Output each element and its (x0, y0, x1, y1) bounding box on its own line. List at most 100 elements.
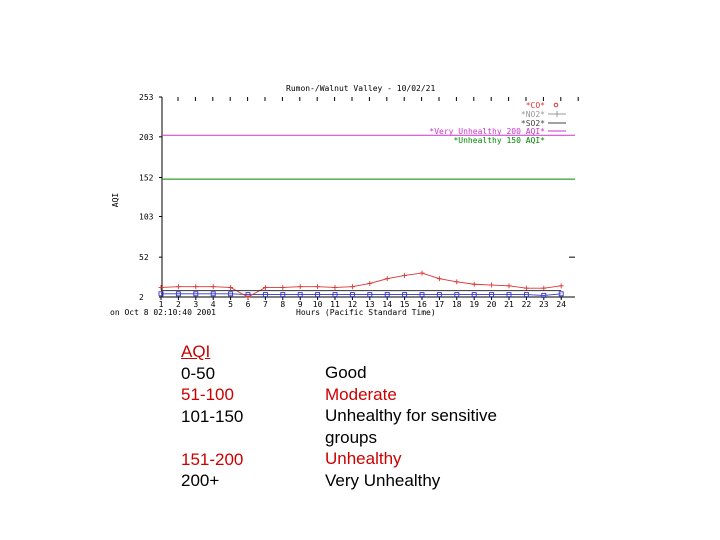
co-point (384, 292, 390, 298)
x-tick-label: 21 (504, 300, 514, 309)
aqi-range-good: 0-50 (181, 363, 216, 383)
x-tick-label: 24 (556, 300, 566, 309)
x-tick-label: 4 (211, 300, 216, 309)
no2-point (506, 283, 512, 289)
y-tick-label: 52 (139, 253, 149, 262)
no2-point (436, 276, 442, 282)
x-tick-label: 7 (263, 300, 268, 309)
aqi-category-usg: Unhealthy for sensitive groups (325, 406, 497, 447)
co-point (332, 292, 338, 298)
no2-point (262, 284, 268, 290)
x-tick-label: 2 (176, 300, 181, 309)
co-point (210, 291, 216, 297)
co-point (471, 292, 477, 298)
aqi-category-moderate: Moderate (325, 384, 397, 404)
y-tick-label: 152 (139, 173, 154, 182)
aqi-header: AQI (181, 342, 211, 361)
no2-point (332, 284, 338, 290)
no2-point (315, 284, 321, 290)
chart-footer-timestamp: on Oct 8 02:10:40 2001 (110, 308, 216, 317)
legend-entry: *Unhealthy 150 AQI* (453, 136, 545, 145)
aqi-range-usg: 101-150 (181, 406, 244, 426)
y-tick-label: 103 (139, 213, 154, 222)
no2-point (245, 294, 251, 300)
co-point (367, 292, 373, 298)
series-line (161, 293, 562, 296)
no2-point (419, 270, 425, 276)
x-tick-label: 17 (435, 300, 445, 309)
no2-point (489, 282, 495, 288)
no2-point (175, 284, 181, 290)
aqi-range-unhealthy: 151-200 (181, 449, 244, 469)
no2-point (367, 280, 373, 286)
x-tick-label: 15 (400, 300, 410, 309)
no2-point (471, 281, 477, 287)
co-point (262, 292, 268, 298)
no2-point (402, 272, 408, 278)
co-point (454, 292, 460, 298)
co-point (315, 292, 321, 298)
x-tick-label: 6 (246, 300, 251, 309)
co-point (228, 291, 234, 297)
legend-marker-no2 (548, 111, 566, 117)
co-point (558, 291, 564, 297)
aqi-range-spacer (181, 427, 243, 449)
chart-legend: *CO**NO2**SO2**Very Unhealthy 200 AQI**U… (429, 101, 566, 145)
y-axis-label: AQI (111, 193, 120, 208)
legend-entry: *SO2* (521, 119, 545, 128)
x-tick-label: 5 (228, 300, 233, 309)
chart-title: Rumon-/Walnut Valley - 10/02/21 (286, 84, 435, 93)
co-point (193, 291, 199, 297)
aqi-category-column: Good Moderate Unhealthy for sensitive gr… (325, 362, 535, 491)
x-tick-label: 3 (193, 300, 198, 309)
no2-point (558, 283, 564, 289)
co-point (402, 292, 408, 298)
no2-point (349, 284, 355, 290)
no2-point (523, 285, 529, 291)
x-tick-label: 11 (330, 300, 340, 309)
aqi-category-very-unhealthy: Very Unhealthy (325, 470, 441, 490)
no2-point (193, 284, 199, 290)
co-point (419, 292, 425, 298)
x-tick-label: 10 (313, 300, 323, 309)
x-tick-label: 18 (452, 300, 462, 309)
x-tick-label: 14 (382, 300, 392, 309)
no2-point (280, 284, 286, 290)
aqi-range-moderate: 51-100 (181, 385, 234, 404)
no2-point (541, 285, 547, 291)
x-tick-label: 9 (298, 300, 303, 309)
no2-point (454, 279, 460, 285)
no2-point (384, 276, 390, 282)
x-tick-label: 23 (539, 300, 549, 309)
no2-point (158, 284, 164, 290)
legend-entry: *CO* (526, 101, 545, 110)
co-point (158, 291, 164, 297)
no2-point (297, 284, 303, 290)
no2-point (228, 284, 234, 290)
x-tick-label: 8 (280, 300, 285, 309)
x-tick-label: 19 (469, 300, 479, 309)
co-point (523, 292, 529, 298)
x-axis-label: Hours (Pacific Standard Time) (296, 308, 436, 317)
x-tick-label: 12 (348, 300, 358, 309)
legend-entry: *NO2* (521, 110, 545, 119)
series-line (160, 272, 562, 298)
x-tick-label: 16 (417, 300, 427, 309)
legend-entry: *Very Unhealthy 200 AQI* (429, 127, 545, 136)
x-tick-label: 20 (487, 300, 497, 309)
co-point (297, 292, 303, 298)
x-tick-label: 22 (522, 300, 532, 309)
x-tick-label: 13 (365, 300, 375, 309)
co-point (506, 292, 512, 298)
y-tick-label: 253 (139, 93, 154, 102)
aqi-category-unhealthy: Unhealthy (325, 449, 402, 468)
co-point (541, 292, 547, 298)
aqi-chart: Rumon-/Walnut Valley - 10/02/21 AQI on O… (110, 84, 579, 317)
y-tick-label: 203 (139, 133, 154, 142)
co-point (349, 292, 355, 298)
legend-marker-co (553, 102, 559, 108)
co-point (489, 292, 495, 298)
no2-point (210, 284, 216, 290)
co-point (280, 292, 286, 298)
co-point (175, 291, 181, 297)
